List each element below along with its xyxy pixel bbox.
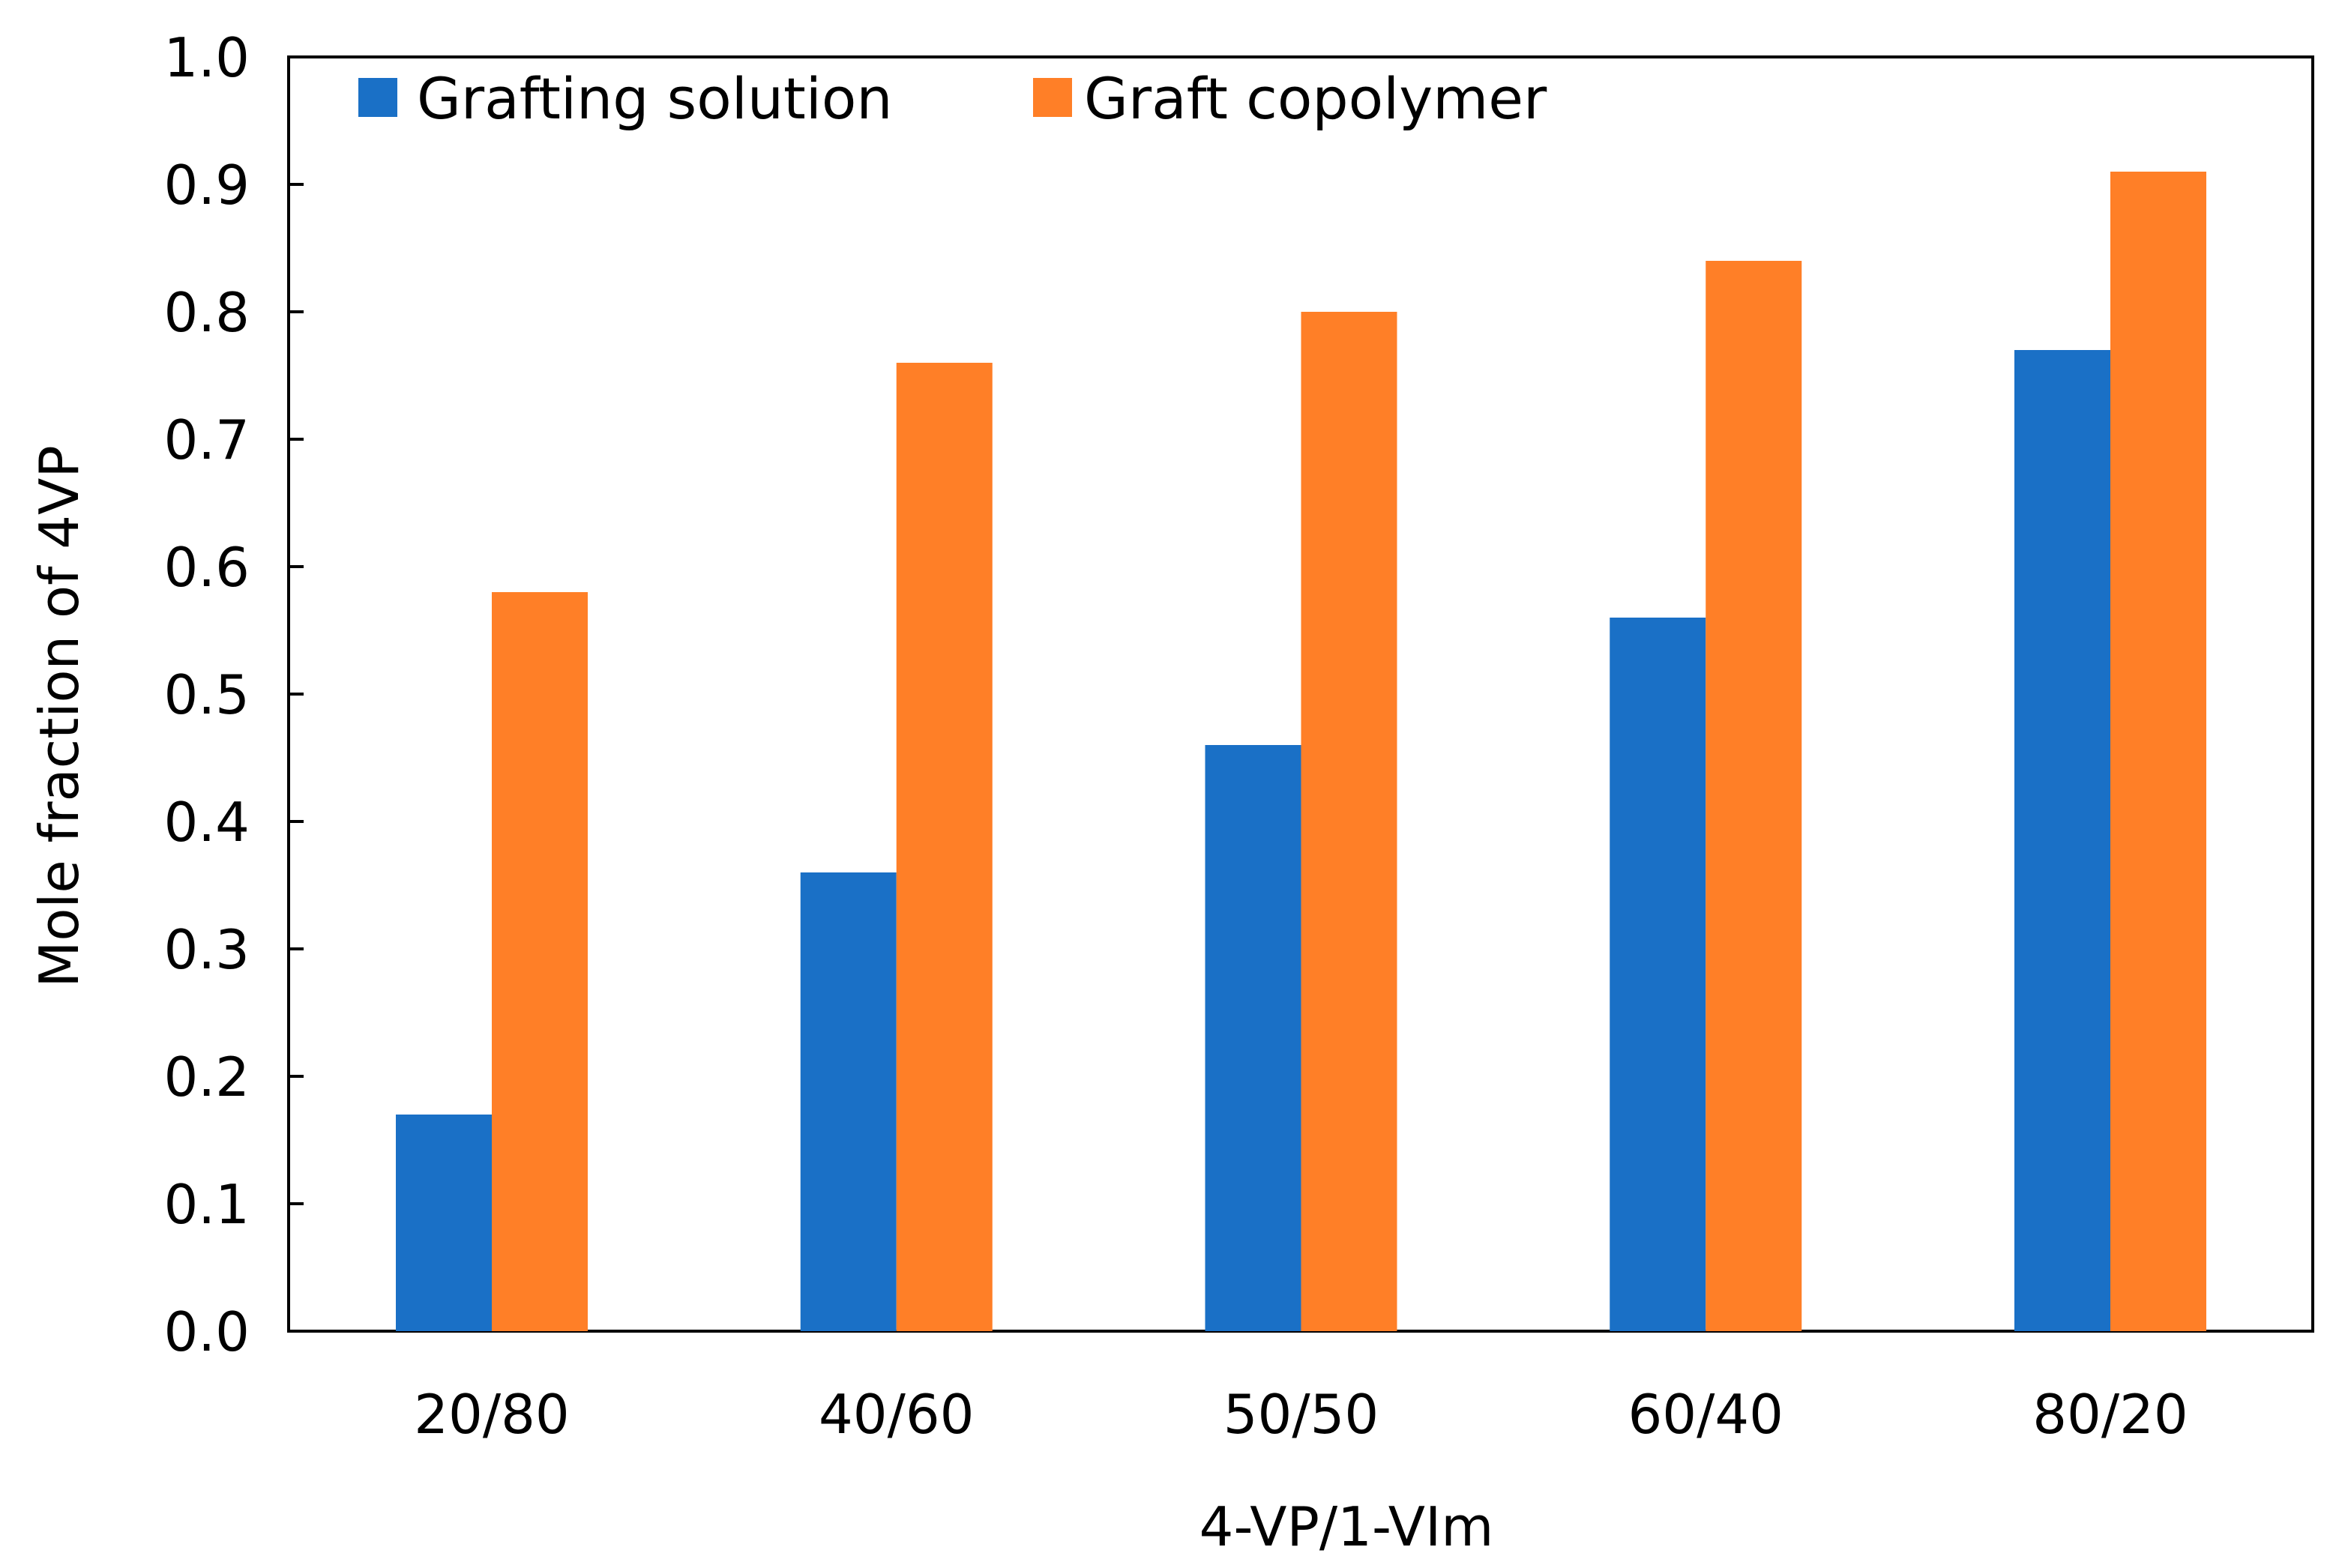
bar-grafting-solution xyxy=(800,872,897,1331)
bar-graft-copolymer xyxy=(1706,261,1802,1331)
y-axis-title: Mole fraction of 4VP xyxy=(28,445,91,988)
bar-grafting-solution xyxy=(1610,618,1706,1331)
bar-graft-copolymer xyxy=(896,363,993,1331)
bar-grafting-solution xyxy=(2014,350,2110,1331)
bar-graft-copolymer xyxy=(1301,312,1397,1331)
legend: Grafting solution Graft copolymer xyxy=(358,65,1547,132)
x-tick-label: 60/40 xyxy=(1628,1383,1784,1446)
y-tick-label: 0.8 xyxy=(163,281,250,344)
bar-grafting-solution xyxy=(396,1115,492,1331)
y-tick-label: 0.0 xyxy=(163,1300,250,1363)
x-tick-label: 80/20 xyxy=(2032,1383,2188,1446)
bar-grafting-solution xyxy=(1205,745,1301,1331)
y-tick-label: 0.2 xyxy=(163,1046,250,1109)
bars xyxy=(396,172,2206,1331)
bar-graft-copolymer xyxy=(2110,172,2206,1331)
legend-swatch xyxy=(1033,78,1072,117)
x-tick-label: 50/50 xyxy=(1223,1383,1379,1446)
x-axis: 20/80 40/60 50/50 60/40 80/20 xyxy=(414,1383,2188,1446)
y-tick-label: 1.0 xyxy=(163,26,250,89)
x-axis-title: 4-VP/1-VIm xyxy=(1199,1495,1494,1558)
legend-label: Graft copolymer xyxy=(1084,65,1547,132)
y-tick-label: 0.5 xyxy=(163,663,250,726)
x-tick-label: 20/80 xyxy=(414,1383,570,1446)
bar-graft-copolymer xyxy=(492,592,588,1331)
y-tick-label: 0.6 xyxy=(163,536,250,599)
y-axis: 0.0 0.1 0.2 0.3 0.4 0.5 0.6 0.7 0.8 0.9 1.0 xyxy=(163,26,304,1363)
y-tick-label: 0.3 xyxy=(163,918,250,981)
y-tick-label: 0.1 xyxy=(163,1173,250,1236)
y-tick-label: 0.9 xyxy=(163,154,250,217)
legend-label: Grafting solution xyxy=(417,65,893,132)
legend-swatch xyxy=(358,78,397,117)
y-tick-label: 0.7 xyxy=(163,408,250,471)
x-tick-label: 40/60 xyxy=(819,1383,975,1446)
y-tick-label: 0.4 xyxy=(163,791,250,854)
